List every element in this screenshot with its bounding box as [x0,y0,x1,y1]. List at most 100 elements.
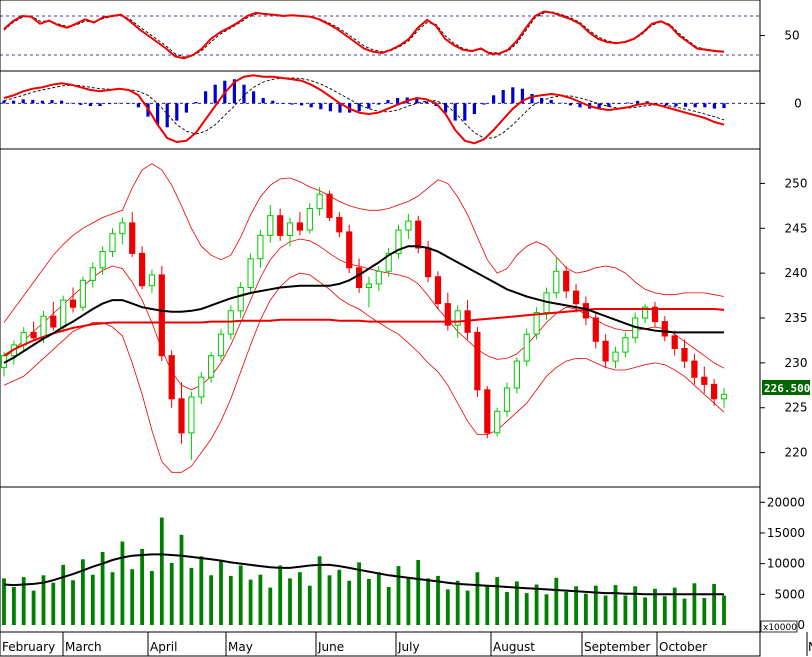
volume-bar [268,587,273,625]
month-label: October [659,640,707,654]
macd-histogram-bar [684,103,688,107]
candle-body [119,222,126,235]
macd-histogram-bar [204,91,208,104]
candle-up [385,248,392,277]
volume-tick-label-3: 5000 [774,587,805,601]
macd-histogram-bar [156,103,160,125]
macd-histogram-bar [376,103,380,105]
candle-body [30,331,37,339]
candle-body [642,306,649,319]
month-label: April [150,640,177,654]
volume-bar [426,578,430,625]
macd-histogram-bar [482,103,486,105]
candle-body [434,276,442,305]
volume-bar [90,574,95,625]
volume-bar [406,577,411,626]
candle-up [365,276,372,308]
volume-bar [554,577,559,626]
candle-body [701,376,708,385]
month-label: July [397,640,420,654]
candle-up [286,217,294,247]
volume-bar [386,587,391,625]
macd-histogram-bar [693,103,697,108]
volume-bar [702,598,707,625]
candle-body [198,376,205,398]
candle-down [563,265,570,299]
candle-body [296,222,303,231]
volume-bar [169,563,174,625]
volume-bar [317,556,322,625]
candle-body [188,396,195,434]
month-label: February [2,640,55,654]
candle-body [286,222,294,236]
volume-bar [485,585,490,625]
candle-up [316,186,323,216]
candle-body [208,355,215,378]
volume-bar [248,579,253,625]
volume-bar [228,575,233,625]
candle-body [425,247,432,278]
month-label: June [317,640,344,654]
volume-bar [199,556,204,625]
candle-up [375,265,382,292]
candle-down [484,386,491,439]
candle-body [99,251,106,269]
candle-body [513,360,520,389]
candle-body [60,299,67,328]
moving-average-slow [3,308,725,357]
candle-up [642,303,649,324]
month-label: September [584,640,650,654]
volume-bar [130,569,135,625]
volume-bar [416,560,421,625]
macd-histogram-bar [444,103,448,113]
macd-histogram-bar [290,103,294,105]
volume-unit-box: x10000 [760,620,798,633]
macd-histogram-bar [117,102,121,104]
macd-histogram-bar [530,94,534,104]
price-tick-label-5: 225 [785,401,808,415]
price-tick-label-1: 245 [785,221,808,235]
candle-down [158,265,165,362]
candle-body [148,274,156,287]
candle-body [247,258,254,288]
candle-body [267,215,274,236]
macd-histogram-bar [645,101,649,104]
candle-up [503,382,511,417]
macd-histogram-bar [280,103,284,104]
candle-body [316,193,323,210]
volume-bar [140,548,144,625]
candle-up [217,328,225,362]
candle-body [573,290,580,305]
candle-body [563,270,570,292]
candle-body [69,299,77,308]
macd-histogram-bar [424,101,428,104]
candle-down [415,215,422,254]
candle-body [494,410,501,434]
volume-bar [150,571,154,625]
month-label: March [65,640,102,654]
macd-histogram-bar [328,103,332,112]
candle-up [395,224,402,259]
volume-bar [189,567,194,625]
macd-histogram-bar [578,103,582,108]
candle-down [592,312,599,349]
volume-bar [524,593,529,625]
macd-histogram-bar [501,90,505,104]
volume-bar [584,593,588,625]
volume-bar [515,581,519,625]
candle-down [661,316,668,342]
candle-body [592,317,599,342]
bollinger-upper-band [3,163,725,323]
candle-down [681,339,688,369]
macd-histogram-bar [559,102,563,104]
volume-bar [298,572,302,625]
macd-histogram-bar [636,100,640,104]
last-price-tag-bg [762,380,810,395]
macd-histogram-bar [415,98,419,104]
candle-body [711,383,718,400]
candle-up [267,204,274,243]
candle-body [553,270,560,294]
candle-body [691,360,698,378]
candle-body [326,193,333,218]
